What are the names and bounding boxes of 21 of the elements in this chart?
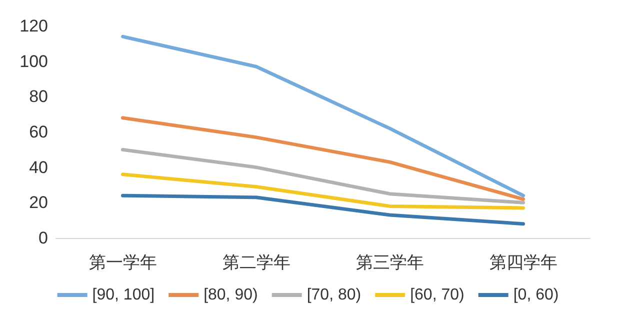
- y-tick-label: 40: [29, 158, 48, 177]
- line-series: [121, 116, 525, 201]
- legend-label: [90, 100]: [92, 286, 155, 304]
- y-tick-label: 60: [29, 122, 48, 142]
- x-tick-label: 第一学年: [88, 253, 157, 272]
- x-tick-label: 第二学年: [222, 253, 290, 272]
- y-tick-label: 120: [20, 16, 48, 36]
- y-tick-label: 80: [29, 87, 48, 106]
- y-tick-label: 100: [20, 52, 48, 71]
- y-tick-label: 0: [38, 228, 48, 248]
- y-tick-label: 20: [29, 193, 48, 212]
- legend-label: [70, 80): [306, 286, 362, 304]
- x-tick-label: 第三学年: [356, 253, 424, 272]
- legend-label: [60, 70): [410, 286, 464, 304]
- line-series: [121, 194, 525, 226]
- line-series: [121, 34, 525, 198]
- line-series: [121, 148, 525, 204]
- legend-label: [80, 90): [204, 286, 258, 304]
- legend-label: [0, 60): [513, 286, 559, 304]
- x-tick-label: 第四学年: [489, 253, 558, 272]
- line-series: [121, 172, 525, 210]
